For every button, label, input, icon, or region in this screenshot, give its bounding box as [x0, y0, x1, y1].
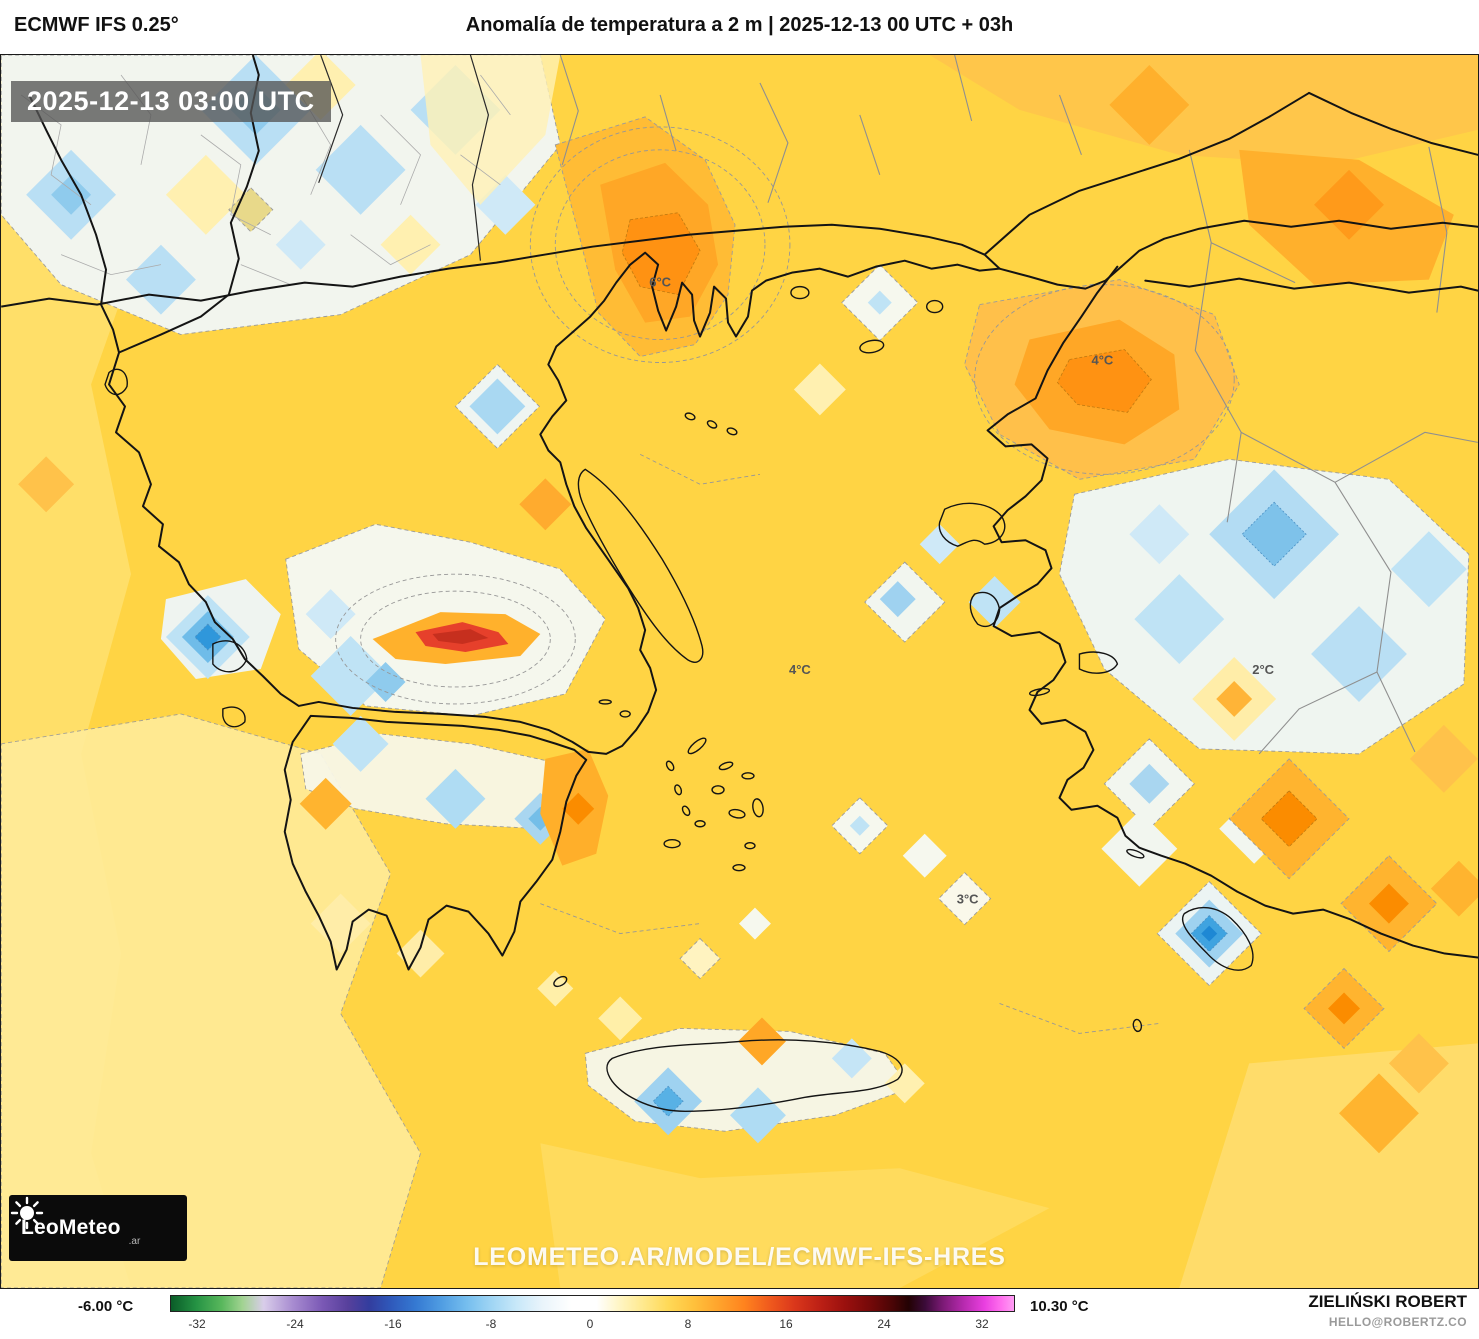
colorbar-min-label: -6.00 °C: [78, 1298, 134, 1315]
temp-label-4c-north: 4°C: [1092, 352, 1114, 367]
map-title: Anomalía de temperatura a 2 m | 2025-12-…: [465, 14, 1014, 36]
credit-author: ZIELIŃSKI ROBERT: [1308, 1292, 1467, 1311]
anomaly-patches: [1, 55, 1478, 1288]
logo-suffix: .ar: [128, 1236, 141, 1247]
colorbar-max-label: 10.30 °C: [1030, 1298, 1089, 1315]
watermark: LEOMETEO.AR/MODEL/ECMWF-IFS-HRES: [473, 1243, 1006, 1271]
map-labels: 6°C 4°C 4°C 2°C 3°C: [649, 275, 1274, 907]
temp-label-4c-aegean: 4°C: [789, 662, 811, 677]
timestamp-overlay: 2025-12-13 03:00 UTC: [11, 81, 331, 122]
credits: ZIELIŃSKI ROBERT HELLO@ROBERTZ.CO: [1308, 1292, 1467, 1329]
colorbar-tick: -32: [188, 1317, 206, 1331]
colorbar-tick: -16: [384, 1317, 402, 1331]
credit-contact: HELLO@ROBERTZ.CO: [1328, 1315, 1467, 1329]
colorbar-tick: 8: [684, 1317, 692, 1331]
colorbar-tick: -8: [485, 1317, 497, 1331]
temp-label-3c: 3°C: [957, 892, 979, 907]
leometeo-logo: LeoMeteo .ar: [9, 1195, 187, 1261]
sun-icon: [10, 1196, 44, 1230]
colorbar-tick: 0: [586, 1317, 594, 1331]
colorbar-tick: 32: [975, 1317, 989, 1331]
colorbar-tick: 24: [877, 1317, 891, 1331]
logo-brand: LeoMeteo: [21, 1216, 121, 1239]
temp-label-2c: 2°C: [1252, 662, 1274, 677]
model-name: ECMWF IFS 0.25°: [14, 14, 179, 36]
temp-label-6c: 6°C: [649, 275, 671, 290]
map-container: 6°C 4°C 4°C 2°C 3°C 2025-12-13 03:00 UTC…: [0, 54, 1479, 1289]
colorbar-tick: -24: [286, 1317, 304, 1331]
footer: -6.00 °C 10.30 °C -32 -24 -16 -8 0 8 16 …: [0, 1289, 1479, 1339]
colorbar-gradient: [170, 1295, 1015, 1312]
header: ECMWF IFS 0.25° Anomalía de temperatura …: [0, 0, 1479, 54]
weather-map: 6°C 4°C 4°C 2°C 3°C: [1, 55, 1478, 1288]
coastlines: [1, 55, 1478, 1112]
colorbar-tick: 16: [779, 1317, 793, 1331]
admin-borders: [20, 55, 1478, 755]
